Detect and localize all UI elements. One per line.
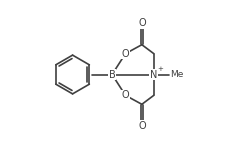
Text: O: O <box>122 90 129 100</box>
Text: Me: Me <box>170 70 184 79</box>
Text: O: O <box>122 49 129 59</box>
Text: +: + <box>157 66 163 72</box>
Text: O: O <box>138 18 146 28</box>
Text: B: B <box>109 69 115 80</box>
Text: N: N <box>150 69 158 80</box>
Text: O: O <box>138 121 146 131</box>
